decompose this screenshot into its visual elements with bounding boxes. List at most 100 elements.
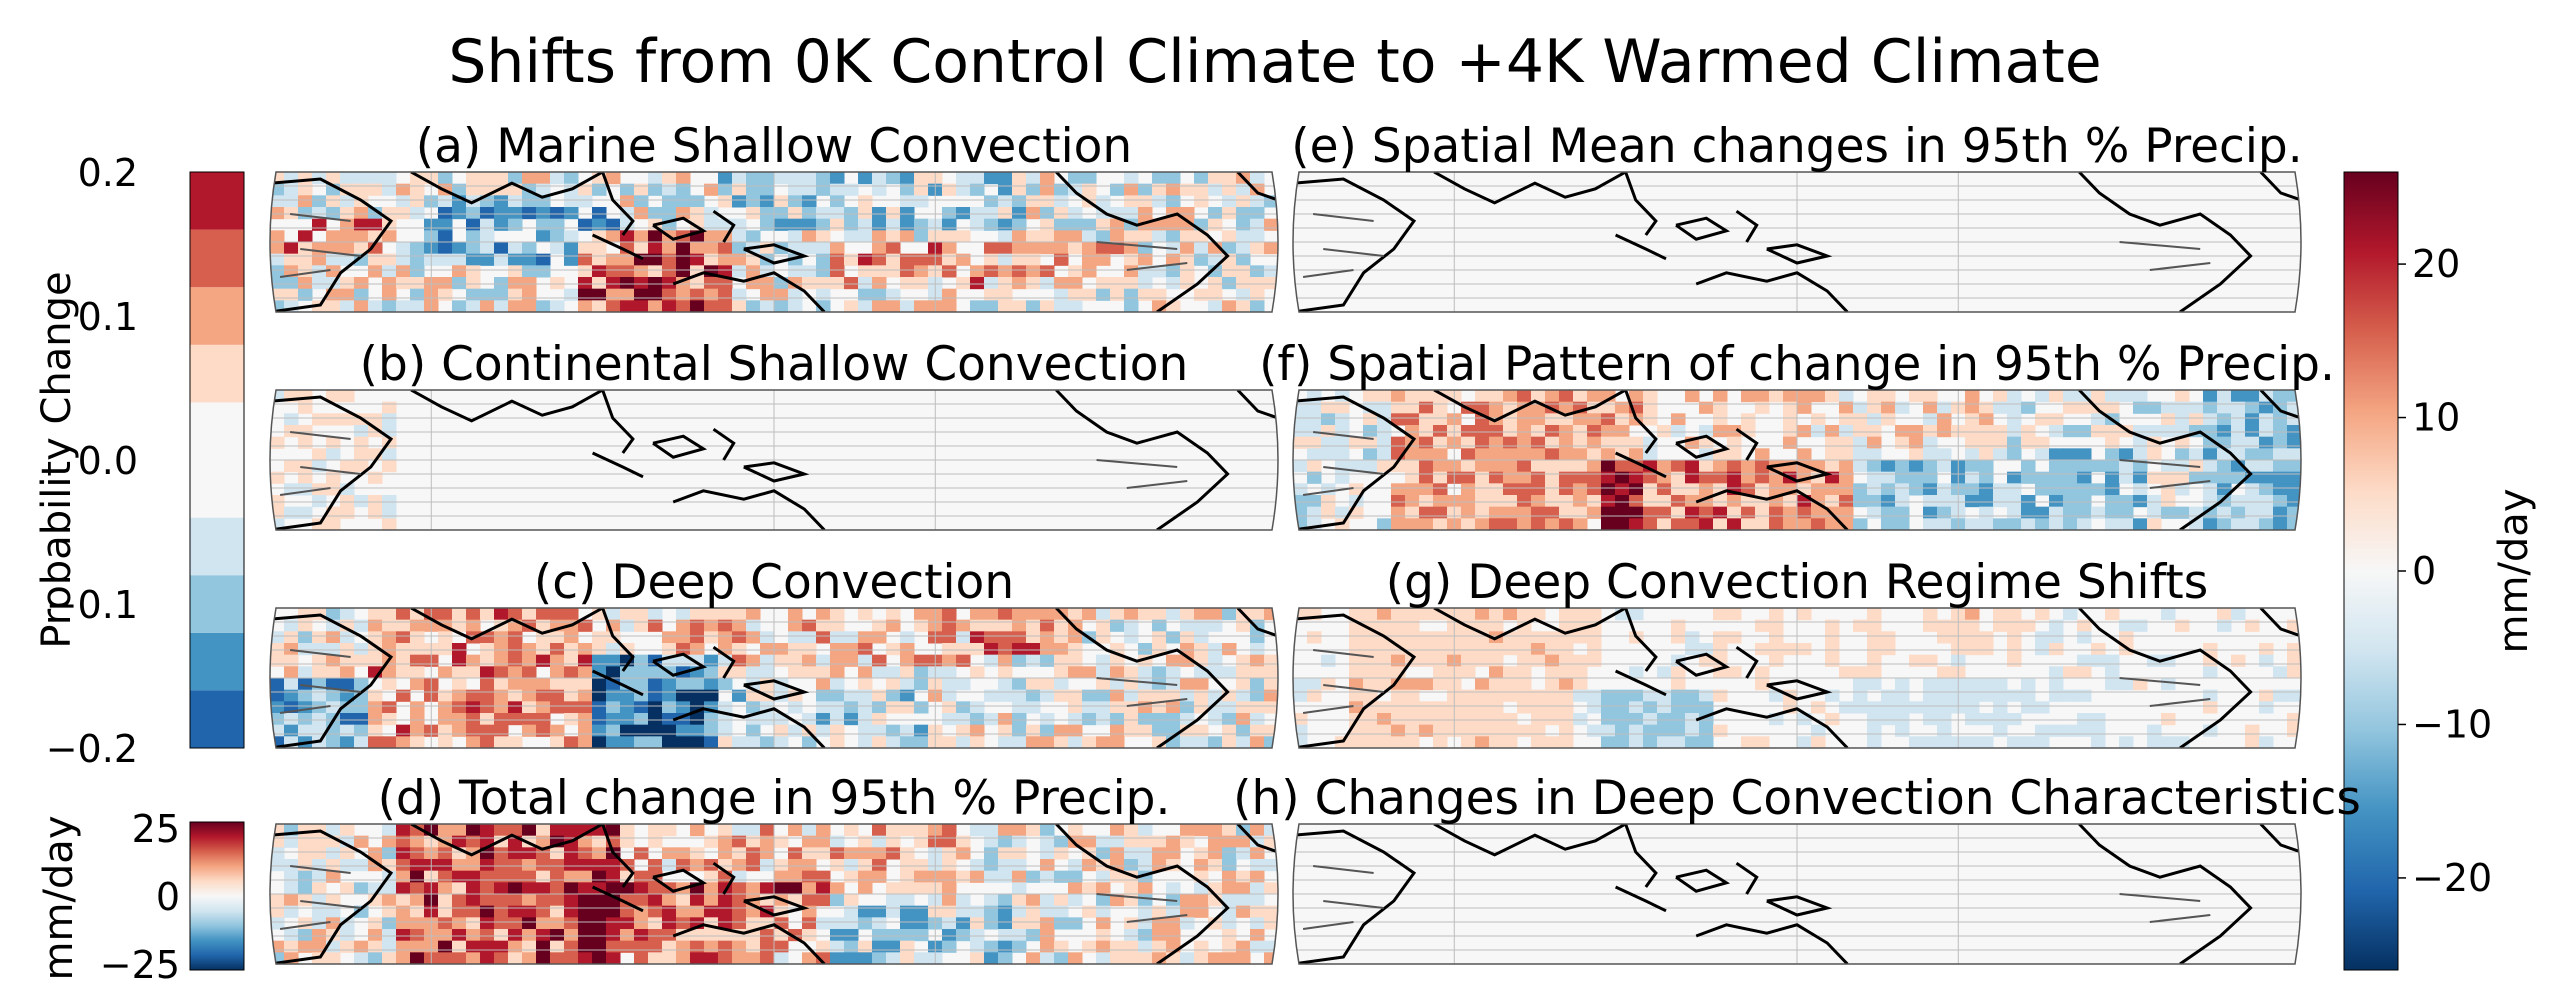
heat-cell (690, 824, 705, 837)
heat-cell (900, 300, 915, 312)
heat-cell (1517, 436, 1532, 449)
heat-cell (1082, 940, 1097, 953)
heat-cell (1124, 288, 1139, 301)
heat-cell (2021, 471, 2036, 484)
heat-cell (900, 870, 915, 883)
heat-cell (2077, 460, 2092, 473)
heat-cell (830, 631, 845, 644)
heat-cell (2049, 448, 2064, 461)
heat-cell (732, 619, 747, 632)
heat-cell (872, 619, 887, 632)
heat-cell (802, 847, 817, 860)
heat-cell (1867, 736, 1882, 748)
heat-cell (1839, 413, 1854, 426)
heat-cell (1867, 448, 1882, 461)
heat-cell (1713, 506, 1728, 519)
heat-cell (396, 917, 411, 930)
heat-cell (1867, 436, 1882, 449)
heat-cell (1054, 940, 1069, 953)
heat-cell (704, 713, 719, 726)
coastline (672, 271, 826, 312)
heat-cell (1601, 448, 1616, 461)
heat-cell (1587, 608, 1602, 621)
heat-cell (410, 859, 425, 872)
heat-cell (1180, 265, 1195, 278)
heat-cell (410, 643, 425, 656)
heat-cell (1250, 207, 1265, 220)
heat-cell (1587, 436, 1602, 449)
heat-cell (1208, 619, 1223, 632)
heat-cell (788, 608, 803, 621)
heat-cell (1012, 917, 1027, 930)
heat-cell (1054, 870, 1069, 883)
heat-cell (844, 701, 859, 714)
heat-cell (2273, 518, 2288, 530)
precip-colorbar-swatch (2343, 171, 2399, 971)
heat-cell (1489, 401, 1504, 414)
heat-cell (1699, 736, 1714, 748)
heat-cell (1194, 183, 1209, 196)
heat-cell (340, 195, 355, 208)
heat-cell (690, 952, 705, 964)
heat-cell (998, 195, 1013, 208)
heat-cell (760, 631, 775, 644)
heat-cell (1293, 483, 1308, 496)
heat-cell (2119, 460, 2134, 473)
heat-cell (886, 242, 901, 255)
heat-cell (900, 666, 915, 679)
coastline (1055, 824, 1230, 964)
heat-cell (2063, 471, 2078, 484)
country-border (1313, 431, 1374, 440)
heat-cell (522, 917, 537, 930)
heat-cell (284, 736, 299, 748)
heat-cell (1250, 701, 1265, 714)
heat-cell (2035, 643, 2050, 656)
heat-cell (942, 265, 957, 278)
heat-cell (1895, 483, 1910, 496)
heat-cell (2091, 643, 2106, 656)
heat-cell (858, 608, 873, 621)
heat-cell (914, 654, 929, 667)
heat-cell (536, 619, 551, 632)
heat-cell (1419, 390, 1434, 403)
heat-cell (2175, 619, 2190, 632)
heat-cell (690, 736, 705, 748)
heat-cell (480, 859, 495, 872)
heat-cell (816, 917, 831, 930)
heat-cell (648, 265, 663, 278)
heat-cell (1531, 390, 1546, 403)
heat-cell (1629, 713, 1644, 726)
heat-cell (2231, 436, 2246, 449)
heat-cell (270, 736, 285, 748)
heat-cell (354, 736, 369, 748)
heat-cell (2007, 689, 2022, 702)
heat-cell (900, 230, 915, 243)
heat-cell (2049, 506, 2064, 519)
heat-cell (1405, 724, 1420, 737)
heat-cell (970, 172, 985, 185)
heat-cell (2077, 425, 2092, 438)
heat-cell (1236, 940, 1251, 953)
heat-cell (718, 905, 733, 918)
heat-cell (676, 678, 691, 691)
coastline (1433, 390, 1627, 423)
heat-cell (368, 253, 383, 266)
heat-cell (592, 835, 607, 848)
heat-cell (1110, 713, 1125, 726)
heat-cell (1993, 608, 2008, 621)
heat-cell (2231, 518, 2246, 530)
heat-cell (816, 300, 831, 312)
heat-cell (1671, 413, 1686, 426)
heat-cell (578, 265, 593, 278)
heat-cell (1180, 952, 1195, 964)
heat-cell (2273, 413, 2288, 426)
heat-cell (704, 218, 719, 231)
heat-cell (1419, 413, 1434, 426)
heat-cell (1194, 172, 1209, 185)
heat-cell (1026, 230, 1041, 243)
heat-cell (354, 724, 369, 737)
heat-cell (1923, 413, 1938, 426)
heat-cell (774, 952, 789, 964)
heat-cell (1993, 678, 2008, 691)
heat-cell (522, 288, 537, 301)
